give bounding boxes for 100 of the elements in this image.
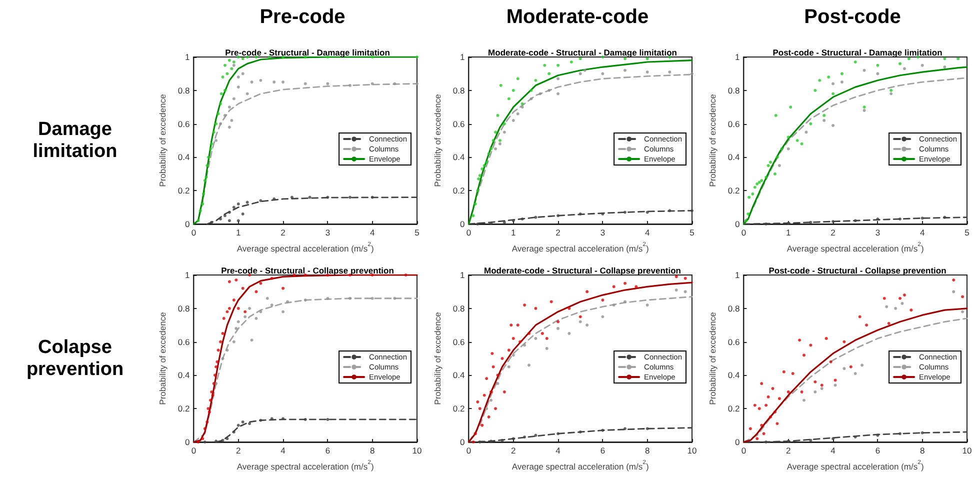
chart-title: Pre-code - Structural - Collapse prevention [221,266,394,276]
point [646,210,649,214]
point [286,300,289,304]
point [824,336,828,340]
y-tick-label: 0.6 [728,336,740,347]
point [548,88,551,92]
point [907,57,910,60]
point [250,80,254,84]
point [259,310,262,314]
point [758,407,761,410]
point [890,88,893,92]
point [228,210,231,214]
point [496,382,500,386]
point [270,304,274,307]
point [556,320,560,324]
point [236,424,240,427]
point [502,130,506,134]
x-tick-label: 0 [191,446,196,456]
point [809,220,812,224]
y-tick-label: 0 [184,437,190,447]
point [214,122,218,126]
point [478,174,482,178]
point [490,390,493,394]
point [834,378,837,382]
x-tick-label: 5 [414,228,420,238]
point [210,142,214,146]
point [890,92,893,96]
point [746,212,750,216]
point [246,92,249,96]
point [244,310,247,314]
point [860,364,864,367]
point [216,360,219,364]
point [241,72,244,76]
chart-title: Pre-code - Structural - Damage limitation [225,48,390,58]
point [326,196,330,199]
point [786,136,790,139]
point [753,404,756,407]
point [474,432,477,436]
point [308,196,312,199]
point [476,189,480,192]
y-tick-label: 0.2 [728,404,740,414]
y-tick-label: 0.4 [178,152,190,162]
point [266,296,269,300]
point [213,374,216,377]
point [208,398,212,402]
point [894,306,898,310]
point [778,164,781,168]
point [646,304,649,307]
point [796,139,799,142]
point [751,192,754,196]
point [248,306,252,310]
point [201,437,204,440]
y-tick-label: 0.2 [452,186,465,196]
point [804,130,808,134]
point [601,72,604,76]
point [494,147,498,150]
point [250,338,254,342]
point [234,326,238,330]
x-tick-label: 8 [920,446,925,456]
point [219,122,222,126]
point [624,300,627,304]
point [228,106,231,109]
point [854,219,857,222]
point [232,430,236,434]
point [534,78,538,82]
point [499,84,502,87]
point [774,114,778,117]
point [228,306,231,310]
x-tick-label: 0 [741,228,746,238]
point [814,390,817,394]
point [786,390,790,394]
point [477,177,480,180]
point [490,147,493,150]
y-tick-label: 0.4 [452,370,465,380]
point [601,298,604,302]
point [416,56,418,58]
point [520,102,524,106]
point [534,336,538,340]
point [646,70,649,74]
point [226,72,229,76]
point [769,415,772,418]
point [246,200,249,204]
point [578,57,582,60]
point [956,57,960,60]
point [216,348,220,352]
x-tick-label: 2 [556,228,561,238]
y-tick-label: 0.2 [178,186,190,196]
point [612,285,616,288]
point [206,420,209,424]
point [820,387,824,390]
point [214,382,218,386]
point [624,210,627,214]
x-tick-label: 2 [830,228,836,238]
point [516,77,520,80]
point [502,390,506,394]
y-axis-title: Probability of excedence [158,312,168,405]
point [348,84,352,87]
x-tick-label: 3 [600,228,606,238]
point [840,72,844,76]
point [485,407,488,410]
